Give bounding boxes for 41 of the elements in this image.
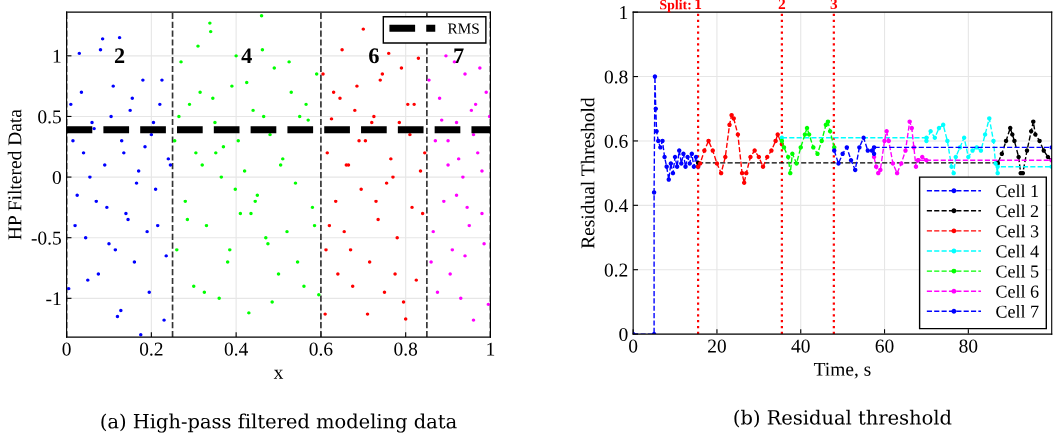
x-axis-title: Time, s	[813, 362, 871, 379]
annotation: 2	[114, 48, 125, 64]
x-tick-label: 0	[629, 339, 638, 353]
y-tick-label: -0.5	[31, 231, 61, 245]
y-tick-label: 1	[53, 49, 61, 63]
text: (b) Residual threshold	[734, 409, 952, 428]
annotation: 4	[241, 48, 252, 64]
x-tick-label: 0	[62, 342, 71, 356]
legend-label: Cell 5	[996, 264, 1039, 278]
y-tick-label: 1	[620, 6, 628, 19]
y-tick-label: 0.2	[604, 263, 628, 277]
legend-label: Cell 7	[996, 305, 1039, 318]
x-tick-label: 60	[875, 339, 894, 353]
legend-label: Cell 6	[996, 284, 1039, 298]
legend-label: Cell 2	[996, 204, 1039, 218]
y-tick-label: 0	[52, 170, 61, 185]
annotation: 6	[369, 48, 379, 64]
x-tick-label: 40	[791, 339, 810, 353]
y-tick-label: 0.4	[604, 199, 628, 213]
x-tick-label: 0.6	[309, 342, 333, 356]
text: (a) High-pass filtered modeling data	[101, 413, 457, 433]
x-tick-label: 20	[708, 339, 726, 353]
y-tick-label: 0	[619, 327, 628, 342]
x-tick-label: 80	[959, 339, 978, 353]
y-tick-label: 0.5	[38, 110, 61, 124]
y-axis-title: HP Filtered Data	[7, 109, 22, 240]
legend-label: Cell 3	[996, 224, 1039, 238]
y-axis-title: Residual Threshold	[580, 97, 595, 249]
x-tick-label: 0.8	[394, 342, 418, 356]
y-tick-label: 0.6	[604, 134, 628, 148]
text: Split:	[660, 0, 691, 13]
legend-label: Cell 1	[996, 184, 1038, 198]
x-tick-label: 1	[487, 342, 495, 356]
legend-label: Cell 4	[996, 244, 1039, 258]
x-axis-title: x	[273, 369, 284, 379]
y-tick-label: 0.8	[604, 70, 628, 84]
y-tick-label: -1	[46, 292, 61, 306]
x-tick-label: 0.2	[139, 342, 163, 356]
x-tick-label: 0.4	[224, 342, 248, 356]
legend-label: RMS	[447, 23, 479, 34]
annotation: 7	[454, 48, 464, 64]
